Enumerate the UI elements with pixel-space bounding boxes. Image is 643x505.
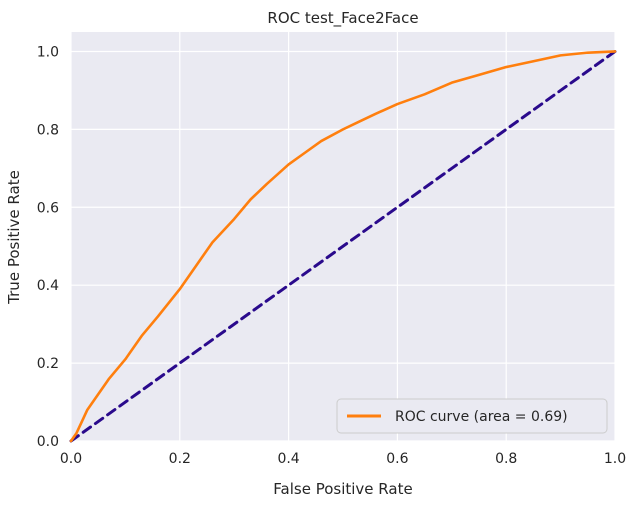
x-tick-label: 1.0 — [604, 451, 626, 467]
y-tick-label: 1.0 — [37, 44, 59, 60]
roc-curve-line — [69, 50, 617, 443]
y-tick-label: 0.6 — [37, 200, 59, 216]
y-tick-label: 0.2 — [37, 356, 59, 372]
chart-title: ROC test_Face2Face — [267, 9, 418, 28]
legend: ROC curve (area = 0.69) — [336, 398, 608, 434]
x-tick-labels: 0.0 0.2 0.4 0.6 0.8 1.0 — [60, 451, 626, 467]
chance-diagonal-line — [69, 49, 617, 443]
x-tick-label: 0.0 — [60, 451, 82, 467]
plot-background — [71, 32, 615, 441]
y-tick-labels: 0.0 0.2 0.4 0.6 0.8 1.0 — [37, 44, 59, 450]
x-tick-label: 0.6 — [386, 451, 408, 467]
y-axis-label: True Positive Rate — [5, 170, 23, 305]
x-tick-label: 0.8 — [495, 451, 517, 467]
legend-entry-roc-curve: ROC curve (area = 0.69) — [395, 409, 568, 425]
series-layer — [69, 49, 617, 443]
y-tick-label: 0.0 — [37, 434, 59, 450]
x-tick-label: 0.4 — [277, 451, 299, 467]
grid-lines — [70, 32, 616, 442]
y-tick-label: 0.4 — [37, 278, 59, 294]
legend-box — [336, 398, 608, 434]
x-axis-label: False Positive Rate — [273, 480, 412, 498]
y-tick-label: 0.8 — [37, 122, 59, 138]
x-tick-label: 0.2 — [169, 451, 191, 467]
